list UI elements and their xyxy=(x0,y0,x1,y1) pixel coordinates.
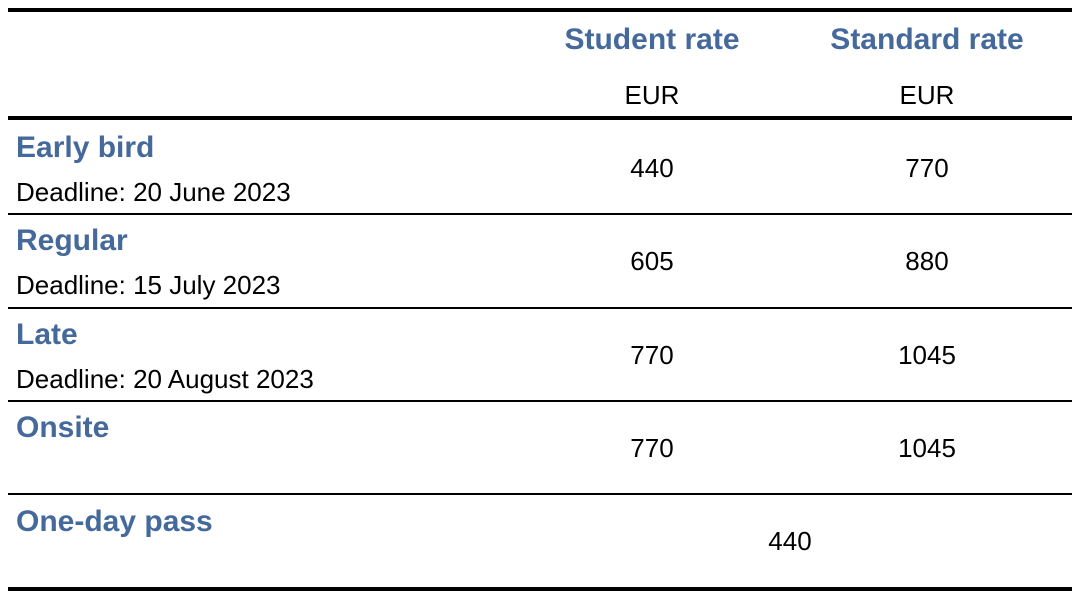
student-price: 770 xyxy=(630,432,674,463)
standard-price: 770 xyxy=(905,153,949,183)
row-rule xyxy=(8,493,1072,495)
row-name: Early bird xyxy=(16,131,155,164)
standard-price: 880 xyxy=(905,246,949,277)
row-name: Regular xyxy=(16,224,128,258)
standard-price: 1045 xyxy=(898,339,956,370)
pass-name: One-day pass xyxy=(16,505,213,538)
student-price: 440 xyxy=(630,153,674,183)
row-rule xyxy=(8,213,1072,215)
column-title: Standard rate xyxy=(830,23,1024,56)
row-name: Onsite xyxy=(16,410,110,444)
column-title: Student rate xyxy=(564,23,740,56)
row-deadline: Deadline: 15 July 2023 xyxy=(16,270,281,301)
row-name: Late xyxy=(16,317,78,351)
student-price: 770 xyxy=(630,339,674,370)
column-unit: EUR xyxy=(624,80,680,110)
student-price: 605 xyxy=(630,246,674,277)
bottom-rule xyxy=(8,587,1072,591)
column-unit: EUR xyxy=(899,80,955,110)
header-rule xyxy=(8,116,1072,120)
top-rule xyxy=(8,8,1072,12)
row-rule xyxy=(8,307,1072,309)
row-rule xyxy=(8,400,1072,402)
row-deadline: Deadline: 20 June 2023 xyxy=(16,177,291,207)
row-deadline: Deadline: 20 August 2023 xyxy=(16,363,314,394)
pass-price: 440 xyxy=(768,526,812,556)
standard-price: 1045 xyxy=(898,432,956,463)
